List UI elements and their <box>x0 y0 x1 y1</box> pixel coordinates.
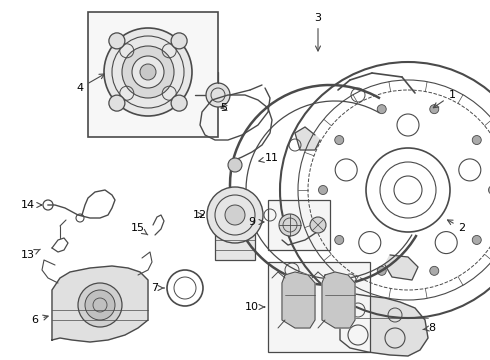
Text: 7: 7 <box>151 283 164 293</box>
Circle shape <box>171 33 187 49</box>
Bar <box>88 12 218 137</box>
Circle shape <box>430 266 439 275</box>
Circle shape <box>335 235 343 244</box>
Circle shape <box>377 105 386 114</box>
Text: 9: 9 <box>248 217 264 227</box>
Circle shape <box>104 28 192 116</box>
Circle shape <box>430 105 439 114</box>
Text: 1: 1 <box>433 90 456 108</box>
Circle shape <box>171 95 187 111</box>
Text: 13: 13 <box>21 249 40 260</box>
Polygon shape <box>385 255 418 280</box>
Bar <box>268 200 330 250</box>
Circle shape <box>489 185 490 194</box>
Circle shape <box>472 135 481 144</box>
Circle shape <box>335 135 343 144</box>
Circle shape <box>206 83 230 107</box>
Bar <box>215 230 255 260</box>
Circle shape <box>279 214 301 236</box>
Text: 12: 12 <box>193 210 207 220</box>
Text: 10: 10 <box>245 302 265 312</box>
Circle shape <box>472 235 481 244</box>
Text: 2: 2 <box>447 220 465 233</box>
Circle shape <box>85 290 115 320</box>
Circle shape <box>109 95 125 111</box>
Circle shape <box>310 217 326 233</box>
Circle shape <box>78 283 122 327</box>
Bar <box>268 262 370 352</box>
Circle shape <box>228 158 242 172</box>
Circle shape <box>377 266 386 275</box>
Text: 5: 5 <box>220 103 227 113</box>
Polygon shape <box>52 266 148 342</box>
Polygon shape <box>322 272 355 328</box>
Text: 3: 3 <box>315 13 321 51</box>
Text: 6: 6 <box>31 315 48 325</box>
Text: 4: 4 <box>76 74 104 93</box>
Circle shape <box>318 185 327 194</box>
Circle shape <box>109 33 125 49</box>
Polygon shape <box>340 294 428 356</box>
Text: 8: 8 <box>423 323 436 333</box>
Text: 11: 11 <box>259 153 279 163</box>
Polygon shape <box>282 272 315 328</box>
Circle shape <box>225 205 245 225</box>
Circle shape <box>207 187 263 243</box>
Text: 15: 15 <box>131 223 148 235</box>
Circle shape <box>132 56 164 88</box>
Circle shape <box>140 64 156 80</box>
Text: 14: 14 <box>21 200 42 210</box>
Polygon shape <box>295 127 320 150</box>
Circle shape <box>122 46 174 98</box>
